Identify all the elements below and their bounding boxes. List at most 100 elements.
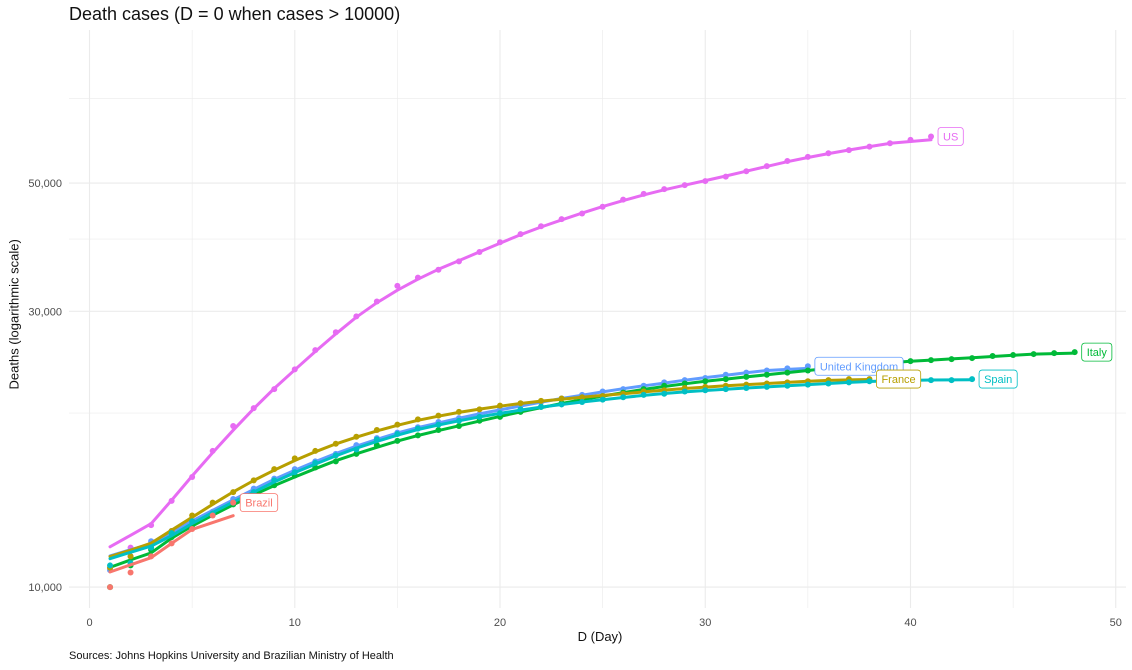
data-point-italy bbox=[353, 450, 360, 457]
data-point-brazil bbox=[127, 569, 134, 576]
series-label-box bbox=[1081, 342, 1113, 362]
data-point-spain bbox=[763, 383, 770, 390]
series-label-france: France bbox=[876, 369, 922, 389]
data-point-spain bbox=[373, 436, 380, 443]
data-point-spain bbox=[681, 388, 688, 395]
data-point-us bbox=[168, 497, 175, 504]
data-point-spain bbox=[558, 401, 565, 408]
data-point-us bbox=[230, 422, 237, 429]
data-point-italy bbox=[702, 378, 709, 385]
data-point-us bbox=[702, 178, 709, 185]
data-point-france bbox=[455, 408, 462, 415]
data-point-france bbox=[250, 477, 257, 484]
series-label-italy: Italy bbox=[1081, 342, 1113, 362]
data-point-spain bbox=[394, 431, 401, 438]
y-tick-label: 50,000 bbox=[28, 178, 62, 190]
series-line-france bbox=[108, 378, 871, 559]
data-point-united-kingdom bbox=[743, 369, 750, 376]
series-label-text: US bbox=[943, 131, 958, 143]
x-tick-label: 10 bbox=[289, 617, 301, 629]
data-point-united-kingdom bbox=[763, 367, 770, 374]
data-point-france bbox=[579, 394, 586, 401]
data-point-spain bbox=[332, 452, 339, 459]
data-point-us bbox=[579, 210, 586, 217]
data-point-italy bbox=[332, 458, 339, 465]
x-tick-label: 30 bbox=[699, 617, 711, 629]
data-point-us bbox=[845, 147, 852, 154]
data-point-spain bbox=[969, 376, 976, 383]
y-axis-label: Deaths (logarithmic scale) bbox=[6, 239, 22, 390]
data-point-italy bbox=[989, 353, 996, 360]
data-point-italy bbox=[1051, 350, 1058, 357]
data-point-italy bbox=[455, 422, 462, 429]
data-point-italy bbox=[414, 432, 421, 439]
data-point-italy bbox=[928, 357, 935, 364]
data-point-spain bbox=[455, 417, 462, 424]
series-line-united-kingdom bbox=[108, 366, 810, 558]
series-label-text: Spain bbox=[984, 374, 1012, 386]
data-point-france bbox=[497, 402, 504, 409]
data-point-us bbox=[373, 298, 380, 305]
data-point-spain bbox=[866, 378, 873, 385]
data-point-us bbox=[825, 150, 832, 157]
x-tick-label: 40 bbox=[904, 617, 916, 629]
data-point-france bbox=[558, 395, 565, 402]
data-point-us bbox=[558, 216, 565, 223]
data-point-france bbox=[476, 406, 483, 413]
data-point-spain bbox=[107, 562, 114, 569]
y-axis-ticks: 10,000 30,000 50,000 bbox=[28, 178, 62, 594]
data-point-france bbox=[312, 447, 319, 454]
data-point-us bbox=[599, 203, 606, 210]
data-point-us bbox=[784, 157, 791, 164]
data-point-us bbox=[661, 186, 668, 193]
data-point-us bbox=[538, 223, 545, 230]
data-point-brazil bbox=[189, 526, 196, 533]
data-point-france bbox=[291, 455, 298, 462]
data-point-france bbox=[435, 412, 442, 419]
data-point-us bbox=[928, 133, 935, 140]
data-point-spain bbox=[845, 379, 852, 386]
series-label-box bbox=[937, 127, 964, 146]
data-point-italy bbox=[435, 426, 442, 433]
data-point-spain bbox=[538, 403, 545, 410]
x-tick-label: 0 bbox=[86, 617, 92, 629]
data-point-us bbox=[312, 347, 319, 354]
data-point-us bbox=[250, 405, 257, 412]
x-axis-ticks: 0 10 20 30 40 50 bbox=[86, 617, 1121, 629]
data-point-us bbox=[620, 196, 627, 203]
data-point-italy bbox=[784, 369, 791, 376]
data-point-spain bbox=[353, 446, 360, 453]
data-point-italy bbox=[394, 437, 401, 444]
series-label-box bbox=[978, 369, 1018, 389]
data-point-us bbox=[353, 313, 360, 320]
chart-title: Death cases (D = 0 when cases > 10000) bbox=[69, 4, 401, 24]
data-point-brazil bbox=[209, 512, 216, 519]
data-point-italy bbox=[1071, 349, 1078, 356]
series-layer bbox=[107, 133, 1078, 591]
data-point-spain bbox=[168, 530, 175, 537]
data-point-us bbox=[271, 386, 278, 393]
data-point-spain bbox=[189, 518, 196, 525]
data-point-us bbox=[209, 447, 216, 454]
grid-lines bbox=[69, 30, 1126, 608]
data-point-spain bbox=[928, 377, 935, 384]
source-caption: Sources: Johns Hopkins University and Br… bbox=[69, 650, 394, 662]
data-point-us bbox=[189, 474, 196, 481]
data-point-spain bbox=[435, 421, 442, 428]
data-point-spain bbox=[497, 410, 504, 417]
data-point-france bbox=[127, 553, 134, 560]
series-label-text: Italy bbox=[1087, 347, 1108, 359]
data-point-italy bbox=[969, 355, 976, 362]
series-label-text: France bbox=[881, 374, 915, 386]
data-point-spain bbox=[271, 477, 278, 484]
data-point-france bbox=[332, 440, 339, 447]
data-point-spain bbox=[743, 385, 750, 392]
data-point-spain bbox=[702, 387, 709, 394]
data-point-brazil bbox=[168, 540, 175, 547]
series-label-box bbox=[876, 369, 922, 389]
data-point-france bbox=[414, 416, 421, 423]
data-point-us bbox=[866, 143, 873, 150]
data-point-france bbox=[230, 489, 237, 496]
